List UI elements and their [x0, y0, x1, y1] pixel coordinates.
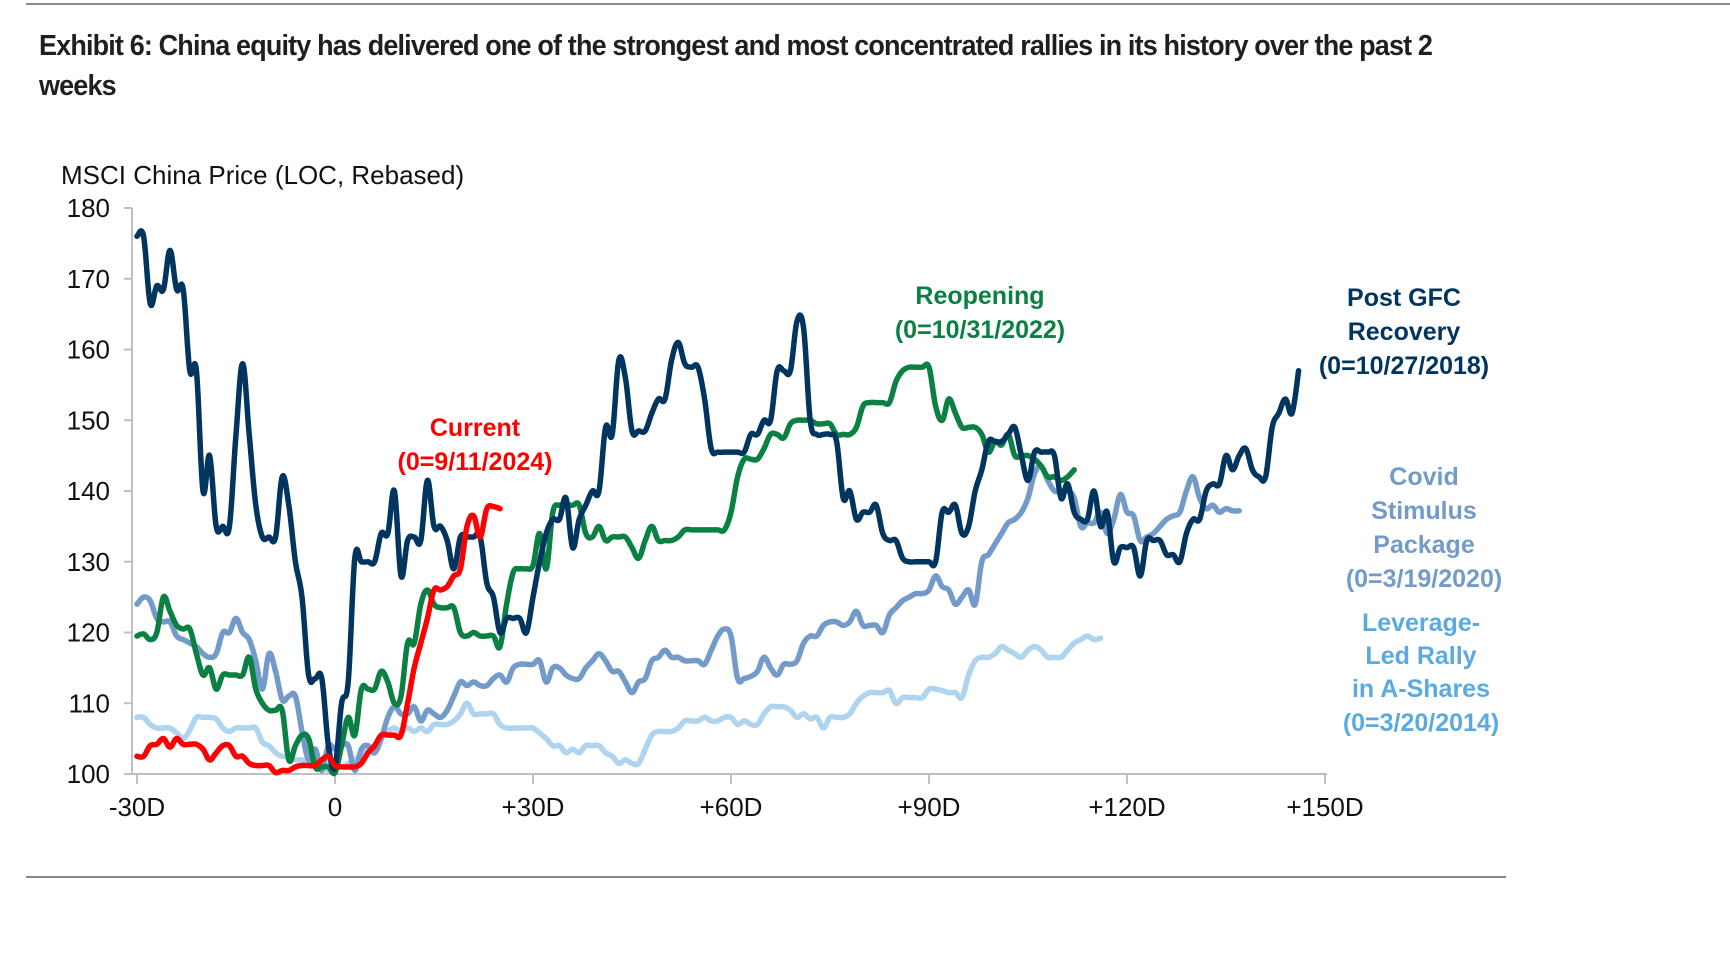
- x-tick-label: -30D: [109, 792, 165, 822]
- y-tick-label: 130: [67, 547, 110, 577]
- label-postgfc-line1: Post GFC: [1347, 284, 1461, 312]
- top-rule: [26, 3, 1730, 5]
- exhibit-title: Exhibit 6: China equity has delivered on…: [39, 30, 1433, 102]
- label-covid-line2: Stimulus: [1371, 497, 1477, 525]
- y-tick-label: 180: [67, 193, 110, 223]
- x-tick-label: +90D: [898, 792, 961, 822]
- series-labels: Current (0=9/11/2024) Reopening (0=10/31…: [398, 282, 1503, 737]
- x-tick-label: 0: [328, 792, 342, 822]
- label-postgfc-line2: Recovery: [1348, 318, 1461, 346]
- label-covid-line3: Package: [1373, 531, 1475, 559]
- series-line-reopening: [134, 361, 1077, 777]
- x-tick-label: +60D: [700, 792, 763, 822]
- y-tick-label: 150: [67, 405, 110, 435]
- y-tick-label: 100: [67, 759, 110, 789]
- label-postgfc-line3: (0=10/27/2018): [1319, 352, 1489, 380]
- x-tick-label: +120D: [1088, 792, 1165, 822]
- y-tick-label: 160: [67, 335, 110, 365]
- label-current-line1: Current: [430, 414, 521, 442]
- y-axis-title: MSCI China Price (LOC, Rebased): [61, 160, 465, 190]
- axes: 100 110 120 130 140 150 160 170 180 -30D 0 +30D +60D…: [67, 193, 1364, 822]
- series-line-leverage-led-rally-in-a-shares: [134, 633, 1104, 774]
- y-tick-label: 140: [67, 476, 110, 506]
- label-leverage-line2: Led Rally: [1365, 642, 1476, 670]
- label-covid-line1: Covid: [1389, 463, 1458, 491]
- y-tick-label: 120: [67, 618, 110, 648]
- x-tick-label: +30D: [502, 792, 565, 822]
- label-covid-line4: (0=3/19/2020): [1346, 565, 1502, 593]
- x-tick-label: +150D: [1286, 792, 1363, 822]
- label-reopening-line1: Reopening: [915, 282, 1044, 310]
- label-leverage-line4: (0=3/20/2014): [1343, 709, 1499, 737]
- series-group: [134, 228, 1302, 777]
- y-tick-label: 110: [69, 688, 110, 718]
- y-tick-label: 170: [67, 264, 110, 294]
- series-line-post-gfc-recovery: [134, 228, 1302, 772]
- label-current-line2: (0=9/11/2024): [398, 448, 553, 476]
- label-leverage-line3: in A-Shares: [1352, 675, 1490, 703]
- bottom-rule: [26, 876, 1506, 878]
- series-line-current: [134, 502, 503, 776]
- label-leverage-line1: Leverage-: [1362, 609, 1480, 637]
- label-reopening-line2: (0=10/31/2022): [895, 316, 1065, 344]
